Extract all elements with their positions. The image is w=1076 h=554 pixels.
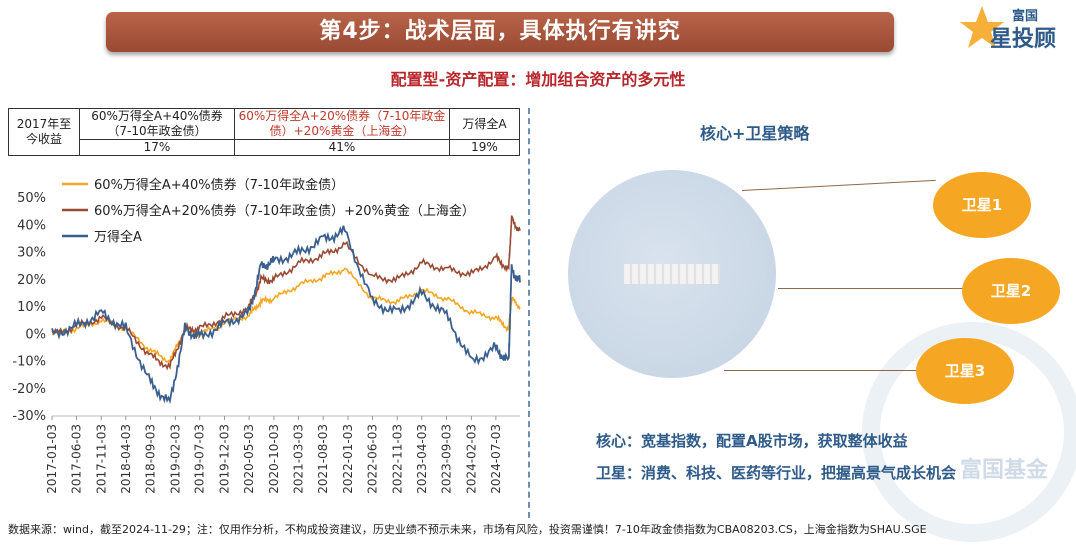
x-tick-label: 2021-03-03 <box>291 424 305 494</box>
satellite-1: 卫星1 <box>933 172 1031 238</box>
strategy-title: 核心+卫星策略 <box>700 124 810 143</box>
x-tick-label: 2022-11-03 <box>390 424 404 494</box>
x-tick-label: 2022-06-03 <box>365 424 379 494</box>
cell-value-2: 41% <box>234 139 450 156</box>
core-description: 核心：宽基指数，配置A股市场，获取整体收益 <box>596 432 908 450</box>
y-tick-label: 10% <box>17 300 46 315</box>
y-tick-label: 0% <box>25 327 46 342</box>
connector-line-2 <box>778 288 964 289</box>
cell-value-1: 17% <box>79 139 235 156</box>
x-tick-label: 2020-10-03 <box>267 424 281 494</box>
footer-disclaimer: 数据来源：wind，截至2024-11-29；注：仅用作分析，不构成投资建议，历… <box>8 523 927 536</box>
x-tick-label: 2022-01-03 <box>341 424 355 494</box>
col-header-2: 60%万得全A+20%债券（7-10年政金债）+20%黄金（上海金） <box>234 108 450 140</box>
row-header: 2017年至今收益 <box>8 108 80 156</box>
x-tick-label: 2017-11-03 <box>94 424 108 494</box>
y-tick-label: -10% <box>12 355 46 370</box>
core-label-obscured <box>624 264 720 284</box>
cell-value-3: 19% <box>449 139 520 156</box>
x-tick-label: 2017-01-03 <box>45 424 59 494</box>
x-tick-label: 2018-09-03 <box>144 424 158 494</box>
page-subtitle: 配置型-资产配置：增加组合资产的多元性 <box>390 70 686 89</box>
satellite-3: 卫星3 <box>916 338 1014 404</box>
legend-entry-3: 万得全A <box>94 229 142 245</box>
legend-entry-1: 60%万得全A+40%债券（7-10年政金债） <box>94 177 344 193</box>
legend-entry-2: 60%万得全A+20%债券（7-10年政金债）+20%黄金（上海金） <box>94 203 475 219</box>
x-tick-label: 2023-09-03 <box>440 424 454 494</box>
col-header-1: 60%万得全A+40%债券（7-10年政金债） <box>79 108 235 140</box>
x-tick-label: 2024-07-03 <box>489 424 503 494</box>
col-header-3: 万得全A <box>449 108 520 140</box>
series-line-2 <box>51 215 521 371</box>
satellite-description: 卫星：消费、科技、医药等行业，把握高景气成长机会 <box>596 464 957 482</box>
watermark-text: 富国基金 <box>960 458 1049 483</box>
y-tick-label: -20% <box>12 382 46 397</box>
x-tick-label: 2023-04-03 <box>415 424 429 494</box>
x-tick-label: 2017-06-03 <box>69 424 83 494</box>
y-tick-label: -30% <box>12 409 46 424</box>
star-icon <box>960 6 1004 48</box>
logo: 富国 星投顾 <box>960 6 1056 52</box>
connector-line-3 <box>724 370 918 371</box>
x-tick-label: 2024-02-03 <box>464 424 478 494</box>
table-row: 2017年至今收益 60%万得全A+40%债券（7-10年政金债） 60%万得全… <box>8 108 520 156</box>
logo-line2: 星投顾 <box>990 27 1056 52</box>
series-line-1 <box>51 267 521 365</box>
table-row: 17% 41% 19% <box>9 139 520 156</box>
x-tick-label: 2020-05-03 <box>242 424 256 494</box>
x-tick-label: 2019-07-03 <box>193 424 207 494</box>
step-banner: 第4步：战术层面，具体执行有讲究 <box>106 12 894 52</box>
section-divider <box>528 108 530 518</box>
series-line-3 <box>51 225 521 405</box>
x-tick-label: 2018-04-03 <box>119 424 133 494</box>
connector-line-1 <box>741 179 936 191</box>
performance-table: 2017年至今收益 60%万得全A+40%债券（7-10年政金债） 60%万得全… <box>8 108 520 156</box>
y-tick-label: 30% <box>17 246 46 261</box>
y-tick-label: 40% <box>17 218 46 233</box>
logo-line1: 富国 <box>1012 8 1038 24</box>
return-line-chart: 50% 40% 30% 20% 10% 0% -10% -20% -30%2017-01-03 2… <box>12 177 521 494</box>
y-tick-label: 50% <box>17 191 46 206</box>
y-tick-label: 20% <box>17 273 46 288</box>
x-tick-label: 2019-12-03 <box>217 424 231 494</box>
x-tick-label: 2021-08-03 <box>316 424 330 494</box>
satellite-2: 卫星2 <box>962 258 1060 324</box>
x-tick-label: 2019-02-03 <box>168 424 182 494</box>
